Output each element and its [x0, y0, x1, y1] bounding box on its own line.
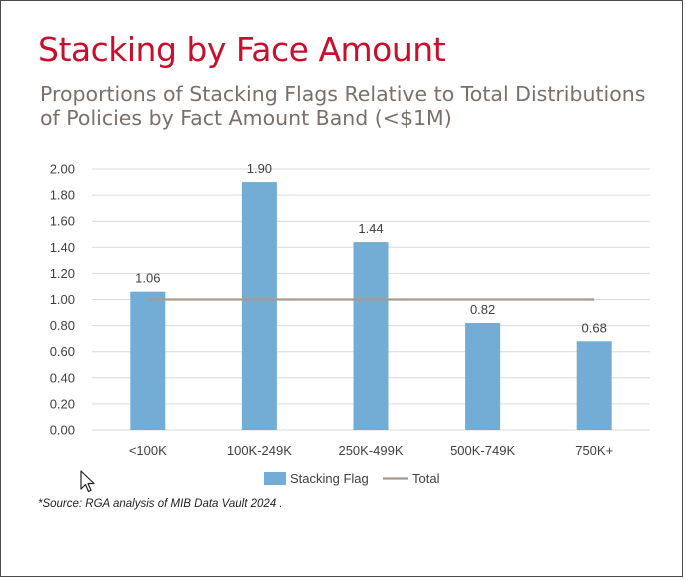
- chart-subtitle: Proportions of Stacking Flags Relative t…: [40, 82, 646, 130]
- y-tick-label: 1.00: [50, 292, 75, 307]
- bar: [130, 291, 166, 430]
- data-label: 1.44: [358, 221, 383, 236]
- source-note: *Source: RGA analysis of MIB Data Vault …: [38, 498, 283, 510]
- chart-title: Stacking by Face Amount: [38, 30, 446, 69]
- y-tick-label: 0.40: [50, 370, 75, 385]
- bar: [353, 242, 389, 430]
- x-tick-label: <100K: [129, 443, 167, 458]
- y-tick-label: 0.00: [50, 423, 75, 438]
- data-label: 1.06: [135, 271, 160, 286]
- y-tick-label: 0.20: [50, 396, 75, 411]
- y-tick-label: 2.00: [50, 162, 75, 177]
- mouse-cursor-icon: [80, 470, 95, 493]
- bar: [465, 322, 501, 430]
- y-tick-label: 1.20: [50, 266, 75, 281]
- legend-label-total: Total: [412, 471, 440, 486]
- bar: [241, 182, 277, 430]
- data-label: 0.68: [582, 320, 607, 335]
- x-tick-label: 250K-499K: [338, 443, 403, 458]
- y-tick-label: 1.60: [50, 214, 75, 229]
- data-label: 0.82: [470, 302, 495, 317]
- data-label: 1.90: [247, 161, 272, 176]
- y-tick-label: 0.60: [50, 344, 75, 359]
- y-tick-label: 1.40: [50, 240, 75, 255]
- x-tick-label: 100K-249K: [227, 443, 292, 458]
- x-tick-label: 750K+: [575, 443, 613, 458]
- bar: [576, 341, 612, 430]
- y-tick-label: 1.80: [50, 188, 75, 203]
- legend-label-stacking-flag: Stacking Flag: [290, 471, 369, 486]
- legend-swatch-stacking-flag: [264, 472, 286, 485]
- x-tick-label: 500K-749K: [450, 443, 515, 458]
- y-tick-label: 0.80: [50, 318, 75, 333]
